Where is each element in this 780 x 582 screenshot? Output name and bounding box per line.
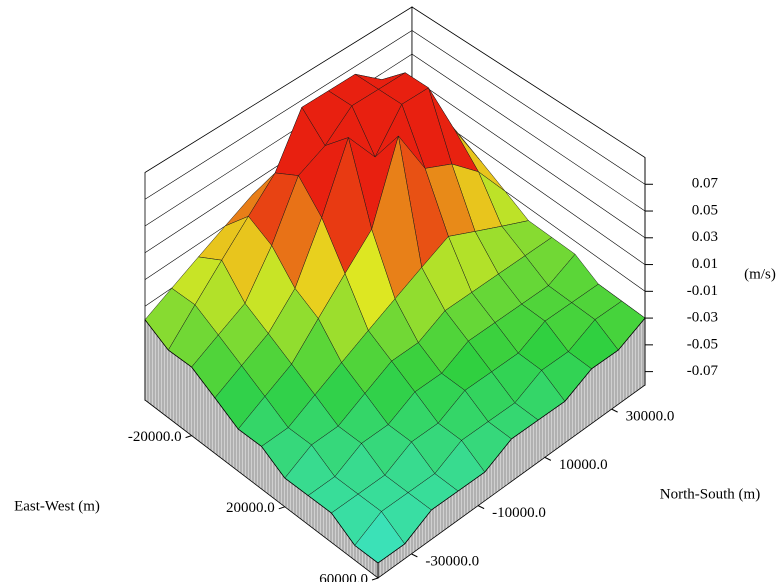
z-tick-label: -0.07 — [687, 363, 719, 379]
y-tick — [611, 408, 618, 413]
surface — [144, 72, 646, 564]
z-axis-label: (m/s) — [744, 266, 776, 282]
y-tick-label: 30000.0 — [626, 409, 675, 425]
x-tick-label: -20000.0 — [128, 429, 182, 445]
x-axis-label: East-West (m) — [14, 498, 100, 514]
z-tick-label: -0.03 — [687, 310, 718, 326]
z-tick-label: 0.07 — [692, 176, 719, 192]
x-tick-label: 20000.0 — [226, 500, 275, 516]
y-tick — [411, 553, 418, 558]
z-tick-label: 0.01 — [692, 256, 718, 272]
y-tick — [477, 505, 485, 510]
x-tick — [278, 506, 285, 510]
y-axis-label: North-South (m) — [660, 486, 760, 502]
z-tick-label: 0.05 — [692, 202, 718, 218]
z-tick-label: -0.05 — [687, 336, 718, 352]
y-tick — [544, 456, 552, 461]
y-tick-label: -10000.0 — [492, 505, 546, 521]
y-tick-label: -30000.0 — [425, 553, 479, 569]
grid-line — [144, 53, 646, 227]
x-tick — [371, 577, 379, 581]
y-tick-label: 10000.0 — [559, 457, 608, 473]
z-tick-label: -0.01 — [687, 283, 718, 299]
x-tick — [185, 435, 192, 439]
grid-line — [144, 30, 646, 200]
x-tick-label: 60000.0 — [319, 571, 368, 582]
z-tick-label: 0.03 — [692, 229, 718, 245]
box-front: -0.07 -0.05 -0.03 -0.01 0.01 0.03 0.05 0.07 -200… — [128, 157, 719, 582]
